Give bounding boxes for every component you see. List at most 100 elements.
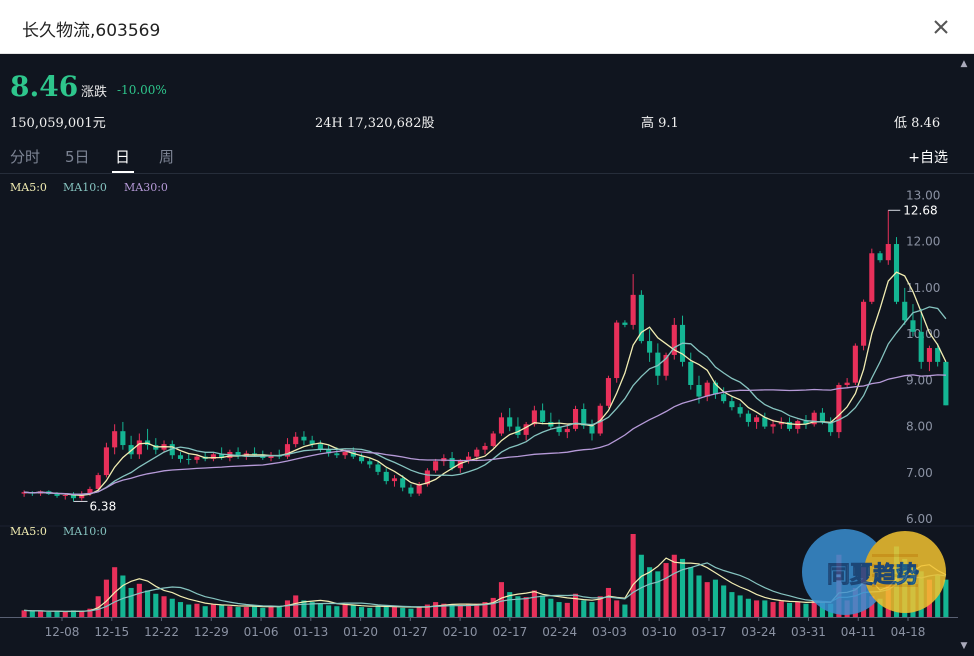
vol-ma10-line <box>24 562 946 612</box>
turnover-value: 150,059,001元 <box>10 116 106 131</box>
volume-bar <box>29 611 35 617</box>
volume-bar <box>754 600 760 617</box>
tab-daily[interactable]: 日 <box>115 148 131 166</box>
candle <box>861 301 867 346</box>
x-tick-label: 01-27 <box>393 625 428 639</box>
x-tick-label: 01-20 <box>343 625 378 639</box>
candle <box>342 451 348 456</box>
volume-bar <box>679 558 686 617</box>
candle <box>935 348 941 362</box>
window-title: 长久物流,603569 <box>22 21 161 41</box>
candle <box>449 457 455 469</box>
candle <box>869 253 875 302</box>
volume-bar <box>540 595 546 617</box>
ma5-line <box>24 271 947 496</box>
volume-bar <box>581 600 587 617</box>
volume-bar <box>260 607 266 617</box>
candle <box>581 409 587 426</box>
ma5-legend: MA5:0 <box>10 181 47 194</box>
candle <box>235 451 241 457</box>
volume-bar <box>235 607 241 617</box>
volume-bar <box>103 579 109 617</box>
x-tick-label: 02-17 <box>492 625 527 639</box>
candle <box>589 425 595 434</box>
candle <box>943 361 949 406</box>
change-label: 涨跌 <box>81 85 108 100</box>
add-watchlist-button[interactable]: +自选 <box>908 150 948 166</box>
kline-chart[interactable]: 13.0012.0011.0010.009.008.007.006.0012.6… <box>0 54 974 656</box>
candle <box>910 320 916 332</box>
vol-ma10-legend: MA10:0 <box>63 525 107 538</box>
x-tick-label: 01-06 <box>244 625 279 639</box>
x-tick-label: 12-15 <box>94 625 129 639</box>
candle <box>367 461 373 465</box>
x-tick-label: 01-13 <box>293 625 328 639</box>
volume-bar <box>46 612 52 617</box>
volume-bar <box>375 606 381 617</box>
volume-bar <box>943 579 949 617</box>
candle <box>128 445 134 455</box>
candle <box>317 444 323 450</box>
volume-bar <box>54 611 60 617</box>
volume-bar <box>548 598 554 617</box>
candle <box>786 421 793 429</box>
watermark-logo: 同夏趋势 <box>802 529 946 615</box>
candle <box>326 449 332 454</box>
max-price-label: 12.68 <box>903 203 937 217</box>
candle <box>770 424 776 427</box>
candle <box>828 421 834 433</box>
stock-panel: 8.46 涨跌 -10.00% 150,059,001元 24H 17,320,… <box>0 54 974 656</box>
scroll-down-icon[interactable]: ▼ <box>960 641 968 651</box>
volume-bar <box>671 554 677 617</box>
candle <box>778 421 784 425</box>
candle <box>647 341 653 353</box>
candle <box>177 455 184 459</box>
ma30-legend: MA30:0 <box>124 181 168 194</box>
candle <box>655 352 661 376</box>
volume-bar <box>424 604 430 617</box>
volume-bar <box>21 610 27 617</box>
candle <box>210 454 216 459</box>
x-tick-label: 03-03 <box>592 625 627 639</box>
volume-bar <box>309 602 315 617</box>
candle <box>252 453 258 455</box>
volume-bar <box>136 583 142 617</box>
candle <box>754 417 760 422</box>
volume-bar <box>556 602 562 617</box>
watermark-circle-yellow <box>864 531 946 613</box>
close-icon[interactable] <box>928 14 954 40</box>
volume-bar <box>358 607 365 617</box>
x-tick-label: 03-17 <box>692 625 727 639</box>
volume-bar <box>696 575 702 617</box>
candle <box>852 345 858 383</box>
volume-bar <box>498 582 505 617</box>
high-label: 高 <box>641 116 655 131</box>
x-tick-label: 12-08 <box>45 625 80 639</box>
volume-bar <box>416 607 422 617</box>
volume-bar <box>663 563 669 617</box>
volume-bar <box>367 607 373 617</box>
volume-bar <box>177 602 184 617</box>
tab-5day[interactable]: 5日 <box>65 148 90 166</box>
candle <box>902 301 908 321</box>
candle <box>704 382 710 397</box>
volume-bar <box>762 600 768 617</box>
candle <box>572 409 579 429</box>
candle <box>62 494 68 496</box>
candle <box>301 436 307 441</box>
candle <box>696 384 702 397</box>
volume-bar <box>523 597 529 617</box>
volume-bar <box>350 605 356 617</box>
x-tick-label: 03-10 <box>642 625 677 639</box>
tab-intraday[interactable]: 分时 <box>10 148 41 166</box>
candle <box>103 447 109 476</box>
volume-bar <box>301 600 307 617</box>
volume-stat: 24H 17,320,682股 <box>315 112 434 131</box>
ma30-line <box>24 374 946 495</box>
tab-weekly[interactable]: 周 <box>159 148 175 166</box>
scroll-up-icon[interactable]: ▲ <box>960 59 968 69</box>
high-value: 9.1 <box>658 116 679 131</box>
volume-bar <box>276 607 282 617</box>
y-tick-label: 11.00 <box>906 281 940 295</box>
volume-bar <box>704 582 710 617</box>
